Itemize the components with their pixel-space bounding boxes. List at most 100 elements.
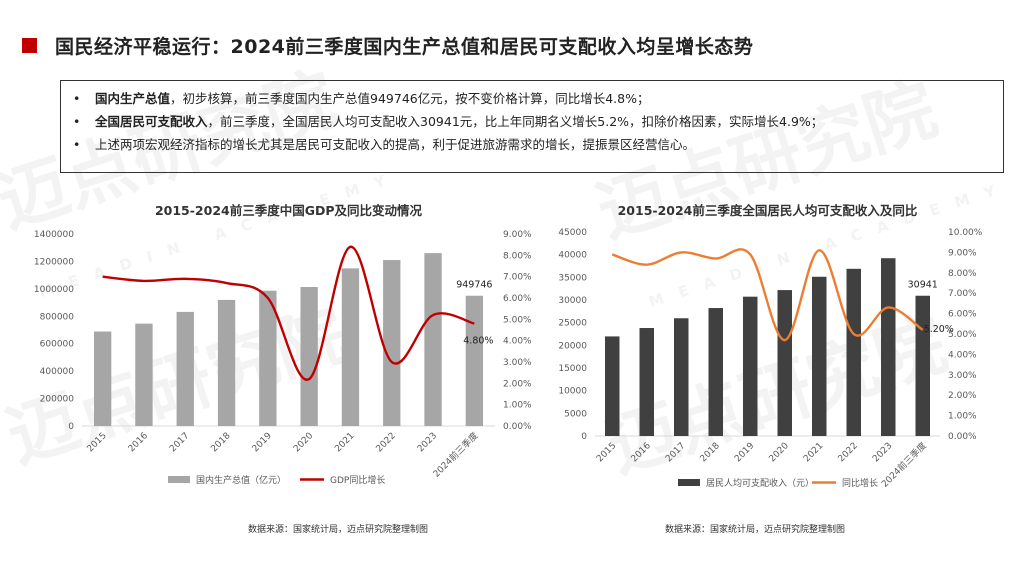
y-left-tick-label: 5000 xyxy=(564,409,587,419)
summary-bullet-income: • 全国居民可支配收入，前三季度，全国居民人均可支配收入30941元，比上年同期… xyxy=(73,110,991,133)
y-right-tick-label: 4.00% xyxy=(503,337,532,347)
y-right-tick-label: 6.00% xyxy=(503,294,532,304)
x-tick-label: 2021 xyxy=(802,441,825,464)
x-tick-label: 2022 xyxy=(837,441,860,464)
bar xyxy=(915,295,930,436)
y-right-tick-label: 6.00% xyxy=(948,310,977,320)
y-left-tick-label: 0 xyxy=(581,432,587,442)
x-tick-label: 2015 xyxy=(595,441,618,464)
summary-bullet-conclusion: • 上述两项宏观经济指标的增长尤其是居民可支配收入的提高，利于促进旅游需求的增长… xyxy=(73,133,991,156)
bar xyxy=(777,290,792,436)
bullet-text: ，初步核算，前三季度国内生产总值949746亿元，按不变价格计算，同比增长4.8… xyxy=(170,91,650,106)
y-left-tick-label: 200000 xyxy=(40,395,75,405)
y-right-tick-label: 8.00% xyxy=(948,269,977,279)
bullet-heading: 国内生产总值 xyxy=(95,91,171,106)
y-left-tick-label: 15000 xyxy=(558,364,587,374)
y-right-tick-label: 1.00% xyxy=(948,412,977,422)
line-series xyxy=(102,245,475,381)
y-right-tick-label: 4.00% xyxy=(948,350,977,360)
y-right-tick-label: 7.00% xyxy=(948,289,977,299)
x-tick-label: 2017 xyxy=(664,441,687,464)
y-right-tick-label: 2.00% xyxy=(503,379,532,389)
bar xyxy=(881,258,896,436)
legend-line-label: GDP同比增长 xyxy=(330,474,385,486)
x-tick-label: 2021 xyxy=(333,431,356,454)
y-right-tick-label: 5.00% xyxy=(503,315,532,325)
y-right-tick-label: 8.00% xyxy=(503,251,532,261)
y-left-tick-label: 45000 xyxy=(558,228,587,238)
bar xyxy=(176,311,194,426)
bar xyxy=(383,260,401,426)
title-accent-square xyxy=(22,37,37,53)
x-tick-label: 2017 xyxy=(168,431,191,454)
summary-box: • 国内生产总值，初步核算，前三季度国内生产总值949746亿元，按不变价格计算… xyxy=(60,80,1004,173)
y-left-tick-label: 1200000 xyxy=(34,257,74,267)
bar xyxy=(341,268,360,426)
y-right-tick-label: 9.00% xyxy=(503,230,532,240)
legend-bar-label: 居民人均可支配收入（元） xyxy=(706,477,814,489)
x-tick-label: 2020 xyxy=(768,441,791,464)
income-chart: 2015-2024前三季度全国居民人均可支配收入及同比 0 5000 10000 150… xyxy=(558,203,983,490)
bullet-text: ，前三季度，全国居民人均可支配收入30941元，比上年同期名义增长5.2%，扣除… xyxy=(207,114,824,129)
page-title: 国民经济平稳运行：2024前三季度国内生产总值和居民可支配收入均呈增长态势 xyxy=(55,35,754,58)
y-right-tick-label: 9.00% xyxy=(948,248,977,258)
income-chart-source: 数据来源：国家统计局，迈点研究院整理制图 xyxy=(665,525,846,535)
bar xyxy=(605,336,620,436)
x-tick-label: 2020 xyxy=(292,431,315,454)
bar xyxy=(135,323,153,426)
x-tick-label: 2018 xyxy=(209,431,232,454)
x-tick-label: 2016 xyxy=(127,431,150,454)
x-tick-label: 2019 xyxy=(251,431,274,454)
y-right-tick-label: 10.00% xyxy=(948,228,983,238)
bullet-symbol: • xyxy=(73,137,81,152)
y-right-tick-label: 0.00% xyxy=(948,432,977,442)
bullet-symbol: • xyxy=(73,114,81,129)
y-left-tick-label: 30000 xyxy=(558,296,587,306)
gdp-chart-source: 数据来源：国家统计局，迈点研究院整理制图 xyxy=(248,525,429,535)
y-left-tick-label: 800000 xyxy=(40,312,75,322)
y-right-tick-label: 0.00% xyxy=(503,422,532,432)
line-series xyxy=(611,248,924,342)
y-left-tick-label: 600000 xyxy=(40,340,75,350)
y-right-tick-label: 3.00% xyxy=(948,371,977,381)
y-right-tick-label: 5.00% xyxy=(948,330,977,340)
y-left-tick-label: 1400000 xyxy=(34,230,74,240)
legend-bar-swatch xyxy=(168,476,190,483)
y-left-tick-label: 40000 xyxy=(558,251,587,261)
bar xyxy=(708,308,723,436)
bar xyxy=(812,276,827,436)
x-tick-label: 2015 xyxy=(86,431,109,454)
bar xyxy=(93,331,112,426)
y-right-tick-label: 2.00% xyxy=(948,391,977,401)
bar xyxy=(674,318,689,436)
bullet-symbol: • xyxy=(73,91,81,106)
x-tick-label: 2018 xyxy=(699,441,722,464)
bar xyxy=(465,295,484,426)
legend-bar-swatch xyxy=(678,479,700,486)
legend-line-label: 同比增长 xyxy=(842,477,878,489)
x-tick-label: 2022 xyxy=(375,431,398,454)
legend-bar-label: 国内生产总值（亿元） xyxy=(196,474,286,486)
y-right-tick-label: 3.00% xyxy=(503,358,532,368)
line-data-label: 5.20% xyxy=(924,324,954,335)
bullet-heading: 全国居民可支配收入 xyxy=(95,114,208,129)
bar xyxy=(259,290,277,426)
bar-data-label: 30941 xyxy=(908,280,938,291)
y-left-tick-label: 20000 xyxy=(558,341,587,351)
x-tick-label: 2023 xyxy=(871,441,894,464)
bullet-text: 上述两项宏观经济指标的增长尤其是居民可支配收入的提高，利于促进旅游需求的增长，提… xyxy=(95,137,696,152)
bar xyxy=(846,268,861,436)
bar xyxy=(300,286,318,426)
page-title-bar: 国民经济平稳运行：2024前三季度国内生产总值和居民可支配收入均呈增长态势 xyxy=(22,30,753,60)
bar xyxy=(743,296,758,436)
y-left-tick-label: 0 xyxy=(68,422,74,432)
y-right-tick-label: 1.00% xyxy=(503,401,532,411)
y-right-tick-label: 7.00% xyxy=(503,273,532,283)
chart-title: 2015-2024前三季度全国居民人均可支配收入及同比 xyxy=(618,203,918,218)
chart-title: 2015-2024前三季度中国GDP及同比变动情况 xyxy=(155,203,423,218)
x-tick-label: 2023 xyxy=(416,431,439,454)
y-left-tick-label: 400000 xyxy=(40,367,75,377)
gdp-chart: 2015-2024前三季度中国GDP及同比变动情况 0 200000 400000 60… xyxy=(34,203,532,486)
y-left-tick-label: 1000000 xyxy=(34,285,74,295)
bar-data-label: 949746 xyxy=(456,280,492,291)
